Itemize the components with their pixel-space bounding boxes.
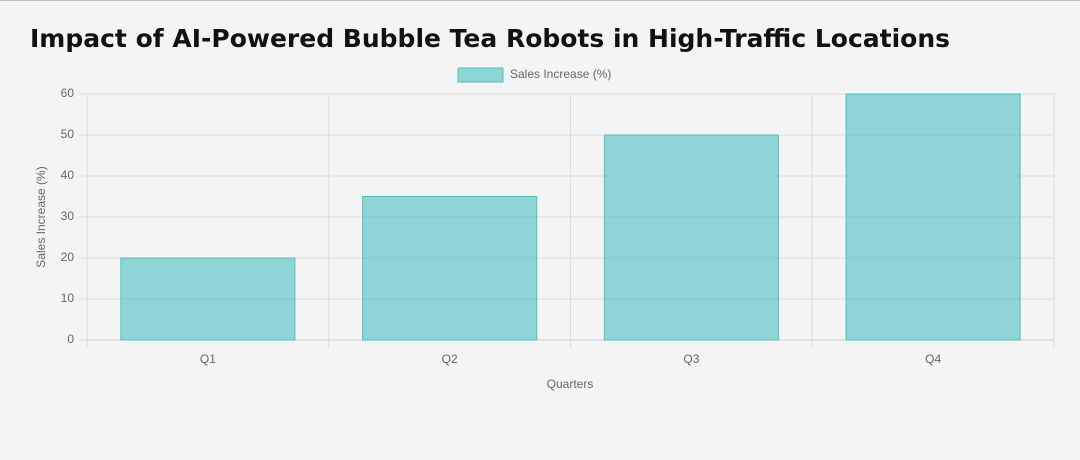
bar [362, 196, 538, 341]
x-axis-label: Quarters [547, 377, 594, 391]
legend-label: Sales Increase (%) [510, 67, 611, 81]
y-tick-label: 0 [67, 332, 74, 346]
x-tick-label: Q4 [925, 352, 941, 366]
bar [603, 134, 779, 341]
y-tick-label: 50 [61, 127, 75, 141]
bar [845, 93, 1021, 341]
y-tick-label: 10 [61, 291, 75, 305]
y-tick-label: 20 [61, 250, 75, 264]
legend-swatch [457, 67, 504, 83]
bar [120, 257, 296, 341]
x-tick-label: Q2 [442, 352, 458, 366]
y-tick-label: 30 [61, 209, 75, 223]
y-axis-label: Sales Increase (%) [34, 166, 48, 267]
y-tick-label: 60 [61, 86, 75, 100]
x-tick-label: Q3 [683, 352, 699, 366]
chart-title: Impact of AI-Powered Bubble Tea Robots i… [30, 24, 950, 53]
y-tick-label: 40 [61, 168, 75, 182]
x-tick-label: Q1 [200, 352, 216, 366]
